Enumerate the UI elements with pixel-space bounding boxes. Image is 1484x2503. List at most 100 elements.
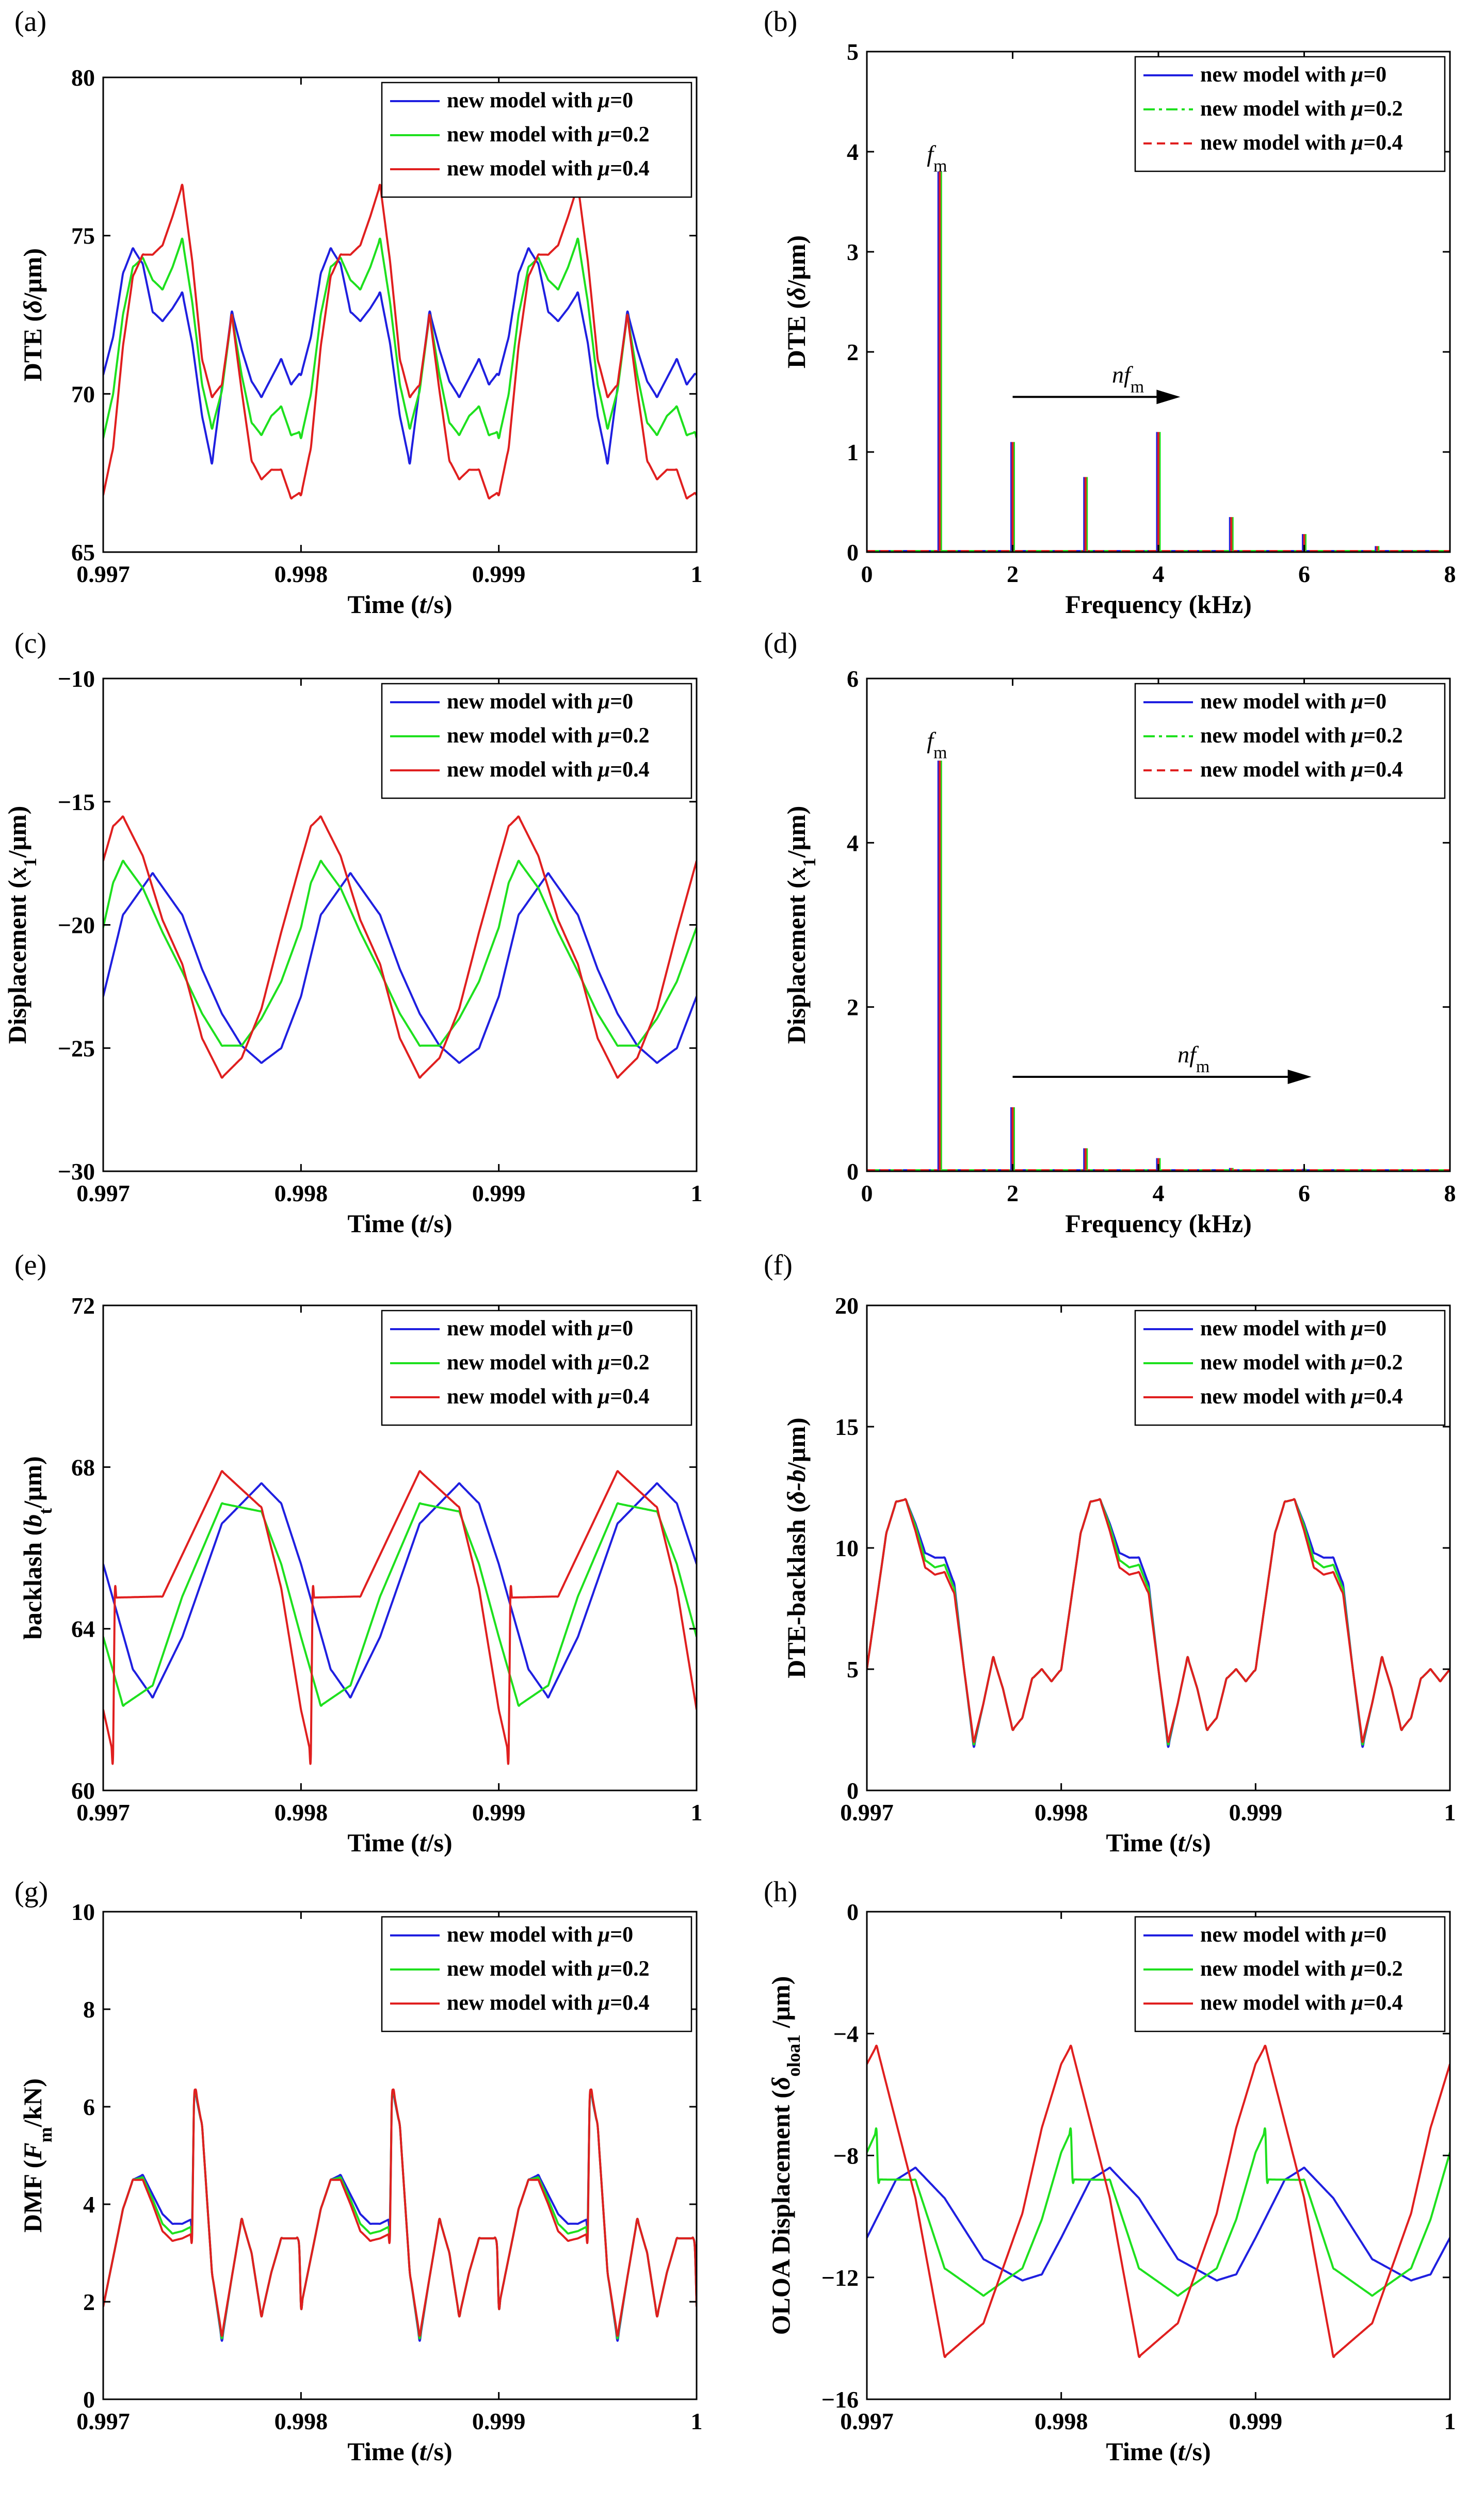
y-tick-label: 72 (71, 1293, 95, 1319)
x-tick-label: 6 (1298, 1180, 1310, 1206)
panel-label: (c) (14, 627, 46, 659)
y-tick-label: −20 (58, 912, 95, 939)
y-tick-label: 0 (847, 1158, 859, 1185)
y-tick-label: 10 (835, 1535, 859, 1561)
y-axis-label: DTE-backlash (δ-b/μm) (782, 1417, 811, 1678)
legend-label-0: new model with μ=0 (1200, 690, 1386, 714)
series-line-1 (867, 1498, 1450, 1746)
x-tick-label: 0.999 (472, 561, 526, 587)
arrow-head (1156, 390, 1181, 405)
panel-h: (h) 0.997 0.998 0.999 1 −16 −12 −8 −4 0 Time (t/s)… (764, 1876, 1456, 2466)
y-tick-label: 0 (83, 2386, 95, 2413)
x-tick-label: 2 (1007, 1180, 1019, 1206)
x-axis-label: Time (t/s) (347, 2437, 452, 2466)
plot-area (103, 184, 697, 499)
y-tick-label: 64 (71, 1616, 95, 1642)
x-tick-label: 0.999 (1229, 1799, 1283, 1826)
x-tick-label: 0 (861, 561, 873, 587)
legend: new model with μ=0 new model with μ=0.2 ne… (1134, 683, 1446, 799)
legend-label-1: new model with μ=0.2 (1200, 97, 1403, 121)
legend: new model with μ=0 new model with μ=0.2 ne… (1134, 56, 1446, 172)
x-axis-label: Time (t/s) (347, 590, 452, 619)
series-line-1 (103, 860, 697, 1047)
legend: new model with μ=0 new model with μ=0.2 ne… (1134, 1916, 1446, 2032)
y-tick-label: 2 (83, 2289, 95, 2315)
x-axis-label: Frequency (kHz) (1065, 590, 1252, 619)
series-line-1 (103, 1502, 697, 1707)
plot-area (867, 2044, 1450, 2359)
y-tick-label: 15 (835, 1414, 859, 1440)
plot-area (867, 1498, 1450, 1748)
x-tick-label: 0.998 (1035, 1799, 1088, 1826)
panel-label: (f) (764, 1249, 793, 1281)
panel-label: (h) (764, 1876, 797, 1908)
arrow-head (1287, 1069, 1312, 1084)
harmonic-label: nfm (1112, 361, 1144, 396)
series-line-1 (103, 237, 697, 440)
y-tick-label: 5 (847, 1656, 859, 1683)
series-line-2 (103, 184, 697, 499)
x-axis-label: Time (t/s) (347, 1828, 452, 1857)
panel-label: (g) (14, 1876, 48, 1908)
series-line-0 (103, 1482, 697, 1699)
series-line-0 (103, 872, 697, 1064)
panel-b: (b) fm nfm 0 2 4 6 8 0 1 2 3 4 5 Frequency (kHz) DTE (δ… (764, 6, 1456, 619)
panel-label: (b) (764, 6, 797, 38)
legend-label-2: new model with μ=0.4 (447, 1385, 650, 1409)
panel-label: (d) (764, 627, 797, 659)
y-tick-label: −10 (58, 666, 95, 692)
panel-label: (a) (14, 6, 46, 38)
y-tick-label: 0 (847, 1899, 859, 1925)
legend: new model with μ=0 new model with μ=0.2 ne… (381, 1916, 692, 2032)
x-tick-label: 0.999 (1229, 2408, 1283, 2434)
y-axis-label: Displacement (x1/μm) (3, 806, 40, 1044)
legend-label-0: new model with μ=0 (1200, 63, 1386, 87)
y-tick-label: 0 (847, 539, 859, 566)
y-axis-label: backlash (bt/μm) (18, 1456, 56, 1640)
series-line-2 (867, 1498, 1450, 1743)
series-line-2 (867, 2044, 1450, 2359)
y-tick-label: 80 (71, 64, 95, 91)
harmonic-label: nfm (1177, 1041, 1209, 1076)
x-tick-label: 0.998 (1035, 2408, 1088, 2434)
peak-label: fm (927, 140, 947, 175)
y-tick-label: 60 (71, 1778, 95, 1804)
plot-area (103, 2088, 697, 2342)
series-line-0 (867, 2167, 1450, 2282)
y-axis-label: DTE (δ/μm) (18, 248, 47, 381)
y-tick-label: 8 (83, 1996, 95, 2023)
axes-frame (102, 1304, 698, 1791)
x-tick-label: 0.997 (76, 1180, 130, 1206)
x-tick-label: 8 (1444, 561, 1456, 587)
y-tick-label: 75 (71, 223, 95, 249)
x-tick-label: 0.998 (275, 1799, 328, 1826)
legend-label-2: new model with μ=0.4 (1200, 1385, 1403, 1409)
x-tick-label: 0.999 (472, 1799, 526, 1826)
x-tick-label: 6 (1298, 561, 1310, 587)
x-axis-label: Time (t/s) (1106, 1828, 1211, 1857)
x-tick-label: 0.999 (472, 2408, 526, 2434)
x-tick-label: 1 (691, 1180, 703, 1206)
series-line-2 (103, 815, 697, 1079)
y-tick-label: 3 (847, 239, 859, 265)
series-line-0 (103, 247, 697, 465)
y-axis-label: DTE (δ/μm) (782, 235, 811, 368)
y-tick-label: 2 (847, 994, 859, 1021)
legend: new model with μ=0 new model with μ=0.2 ne… (381, 683, 692, 799)
panel-e: (e) 0.997 0.998 0.999 1 60 64 68 72 Time (t/s) bac… (14, 1249, 703, 1857)
legend-label-1: new model with μ=0.2 (447, 1351, 650, 1375)
y-tick-label: 68 (71, 1454, 95, 1480)
legend-label-2: new model with μ=0.4 (1200, 131, 1403, 155)
y-tick-label: 20 (835, 1293, 859, 1319)
y-axis-label: OLOA Displacement (δoloa1 /μm) (766, 1976, 804, 2335)
panel-a: (a) 0.997 0.998 0.999 1 65 70 75 80 Time (t/s) DTE… (14, 6, 703, 619)
y-tick-label: 2 (847, 339, 859, 365)
y-tick-label: −15 (58, 789, 95, 815)
legend-label-2: new model with μ=0.4 (1200, 758, 1403, 782)
y-tick-label: 4 (847, 830, 859, 856)
series-line-2 (103, 1470, 697, 1765)
y-axis-label: Displacement (x1/μm) (782, 806, 819, 1044)
legend: new model with μ=0 new model with μ=0.2 ne… (1134, 1310, 1446, 1426)
